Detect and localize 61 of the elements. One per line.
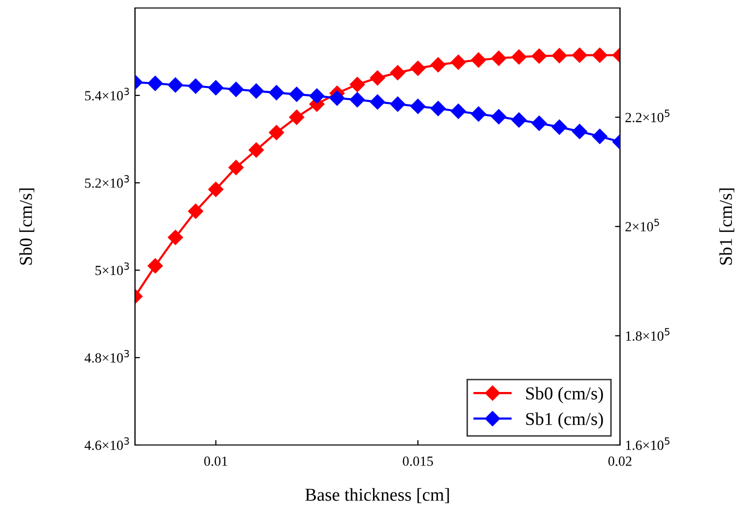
point	[430, 100, 446, 116]
point	[188, 204, 204, 219]
point	[289, 86, 304, 102]
y-tick-label: 5×10$^{3}$	[96, 262, 129, 276]
point	[390, 65, 406, 80]
point	[450, 54, 466, 70]
x-tick-label: 0.02	[608, 456, 632, 466]
y2-tick-label: 2×10$^{5}$	[625, 218, 659, 232]
y-tick-label: 5.4×10$^{3}$	[85, 88, 129, 100]
y2-tick-label: 1.8×10$^{5}$	[626, 328, 670, 341]
y-tick-label: 4.6×10$^{3}$	[84, 437, 129, 450]
point	[208, 80, 224, 96]
point	[268, 85, 284, 100]
point	[511, 49, 527, 65]
point	[228, 82, 244, 97]
point	[450, 104, 466, 119]
point	[148, 76, 163, 91]
y2-tick-label: 1.6×10$^{5}$	[626, 437, 670, 450]
point	[248, 142, 264, 158]
point	[289, 110, 304, 125]
point	[248, 83, 264, 99]
point	[309, 88, 324, 104]
point	[532, 48, 547, 64]
point	[370, 94, 386, 110]
point	[330, 90, 345, 106]
point	[268, 124, 284, 140]
point	[552, 48, 567, 64]
point	[228, 160, 244, 176]
y2-tick-label: 2.2×10$^{5}$	[625, 110, 670, 122]
point	[491, 50, 506, 66]
point	[148, 258, 163, 274]
point	[168, 230, 183, 245]
point	[532, 116, 547, 131]
x-tick-label: 0.01	[204, 456, 228, 466]
y2-axis-title: Sb1 [cm/s]	[719, 188, 734, 265]
point	[592, 48, 608, 63]
point	[470, 106, 486, 122]
point	[350, 92, 365, 108]
point	[511, 112, 527, 128]
x-axis-title: Base thickness [cm]	[305, 488, 449, 504]
x-tick-label: 0.015	[402, 456, 433, 466]
point	[390, 96, 406, 112]
y-axis-title: Sb0 [cm/s]	[19, 188, 34, 265]
point	[470, 52, 486, 68]
point	[430, 57, 446, 72]
point	[552, 120, 567, 135]
point	[592, 128, 608, 144]
y-tick-label: 4.8×10$^{3}$	[84, 350, 129, 363]
point	[410, 60, 426, 76]
point	[410, 98, 426, 114]
point	[188, 78, 204, 94]
y-tick-label: 5.2×10$^{3}$	[85, 175, 129, 188]
point	[491, 109, 506, 124]
point	[572, 124, 588, 140]
point	[572, 48, 588, 63]
point	[350, 76, 365, 92]
legend-label: Sb1 (cm/s)	[526, 412, 603, 429]
point	[370, 70, 386, 86]
point	[208, 182, 224, 197]
legend-label: Sb0 (cm/s)	[526, 386, 603, 404]
point	[168, 77, 183, 93]
